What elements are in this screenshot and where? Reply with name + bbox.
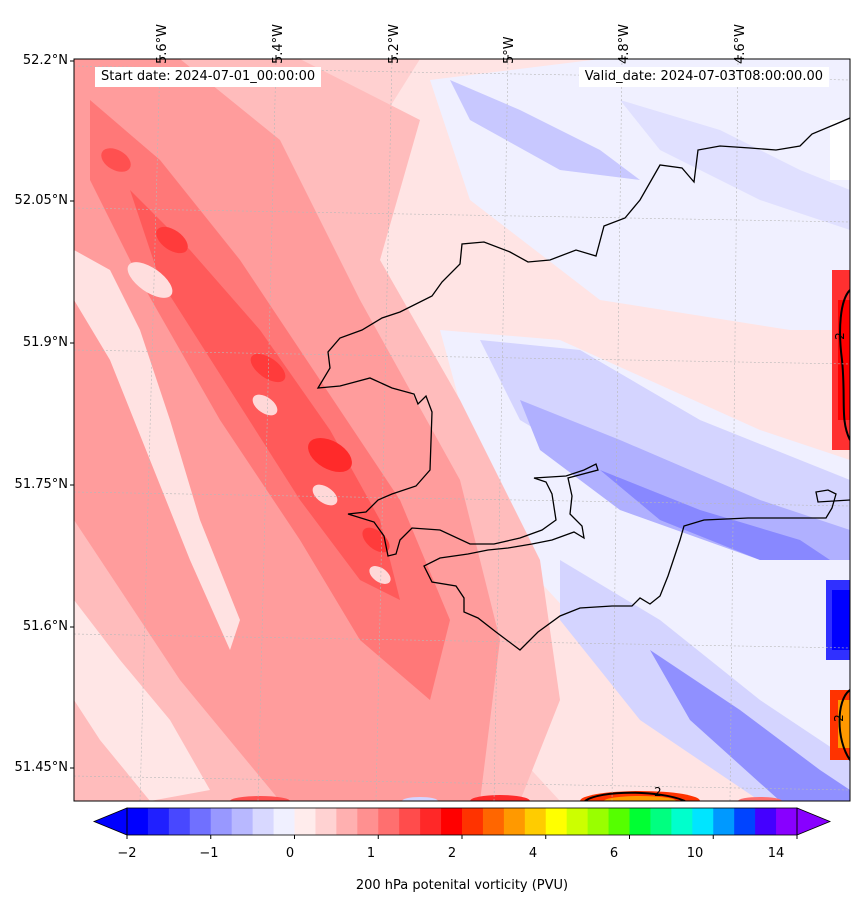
lat-label: 51.6°N — [22, 619, 68, 634]
colorbar-segment — [336, 808, 358, 835]
colorbar-segment — [629, 808, 651, 835]
colorbar-tick-label: 10 — [686, 846, 704, 861]
colorbar-max-extension — [796, 807, 832, 836]
map-frame — [73, 58, 851, 802]
colorbar-tick-label: −1 — [199, 846, 219, 861]
colorbar-segment — [127, 808, 149, 835]
colorbar-segment — [189, 808, 212, 835]
colorbar-segment — [734, 808, 756, 835]
lon-label: 5.6°W — [155, 23, 170, 64]
colorbar-segment — [566, 808, 589, 835]
colorbar-segment — [252, 808, 275, 835]
colorbar-segment — [231, 808, 254, 835]
colorbar — [92, 807, 832, 839]
lon-label: 4.8°W — [617, 23, 632, 64]
contour-label: 2 — [654, 785, 662, 799]
colorbar-segment — [378, 808, 400, 835]
coastline — [316, 117, 850, 651]
start-date-label: Start date: 2024-07-01_00:00:00 — [95, 67, 322, 87]
lon-label: 5.4°W — [271, 23, 286, 64]
colorbar-tick-label: 0 — [285, 846, 295, 861]
colorbar-segment — [587, 808, 610, 835]
colorbar-tick-label: 4 — [528, 846, 538, 861]
colorbar-segment — [755, 808, 777, 835]
colorbar-segment — [294, 808, 316, 835]
valid-date-label: Valid_date: 2024-07-03T08:00:00.00 — [578, 67, 829, 87]
colorbar-segment — [399, 808, 421, 835]
colorbar-segment — [357, 808, 379, 835]
colorbar-segment — [524, 808, 547, 835]
colorbar-min-extension — [92, 807, 128, 836]
colorbar-segment — [315, 808, 337, 835]
colorbar-segment — [671, 808, 693, 835]
lat-label: 52.05°N — [14, 193, 68, 208]
colorbar-tick-label: 14 — [767, 846, 785, 861]
colorbar-segment — [168, 808, 191, 835]
lon-label: 5°W — [502, 36, 517, 64]
colorbar-segment — [441, 808, 463, 835]
pv-field — [74, 59, 850, 801]
colorbar-segment — [692, 808, 714, 835]
colorbar-segment — [650, 808, 672, 835]
colorbar-segment — [273, 808, 295, 835]
lat-label: 51.45°N — [14, 760, 68, 775]
colorbar-segment — [482, 808, 505, 835]
colorbar-segment — [776, 808, 798, 835]
colorbar-segment — [462, 808, 484, 835]
colorbar-segment — [503, 808, 526, 835]
contour-label: 2 — [831, 714, 846, 722]
lon-label: 4.6°W — [733, 23, 748, 64]
colorbar-segment — [420, 808, 442, 835]
colorbar-segment — [545, 808, 568, 835]
colorbar-tick-label: 2 — [447, 846, 457, 861]
colorbar-segment — [147, 808, 170, 835]
colorbar-segment — [608, 808, 630, 835]
lat-label: 51.75°N — [14, 477, 68, 492]
colorbar-tick-label: 6 — [609, 846, 619, 861]
lat-label: 52.2°N — [22, 53, 68, 68]
colorbar-segment — [210, 808, 233, 835]
colorbar-tick-label: −2 — [117, 846, 137, 861]
contour-label: 2 — [832, 332, 847, 340]
colorbar-title: 200 hPa potenital vorticity (PVU) — [355, 878, 569, 893]
lon-label: 5.2°W — [387, 23, 402, 64]
colorbar-tick-label: 1 — [366, 846, 376, 861]
colorbar-segment — [713, 808, 735, 835]
lat-label: 51.9°N — [22, 335, 68, 350]
